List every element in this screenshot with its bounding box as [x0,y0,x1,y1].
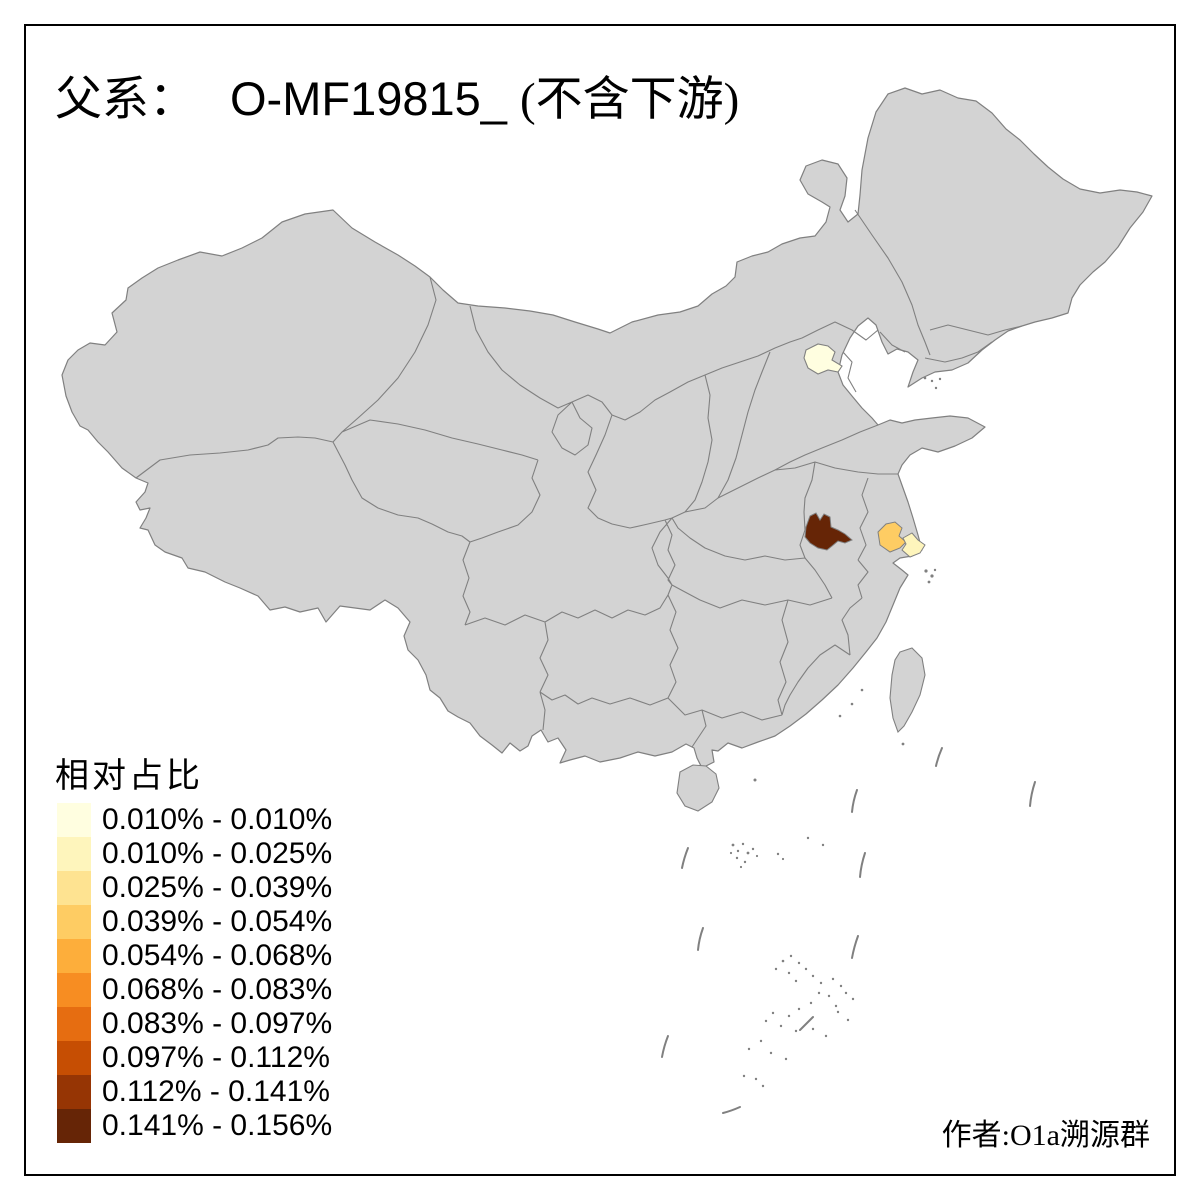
plot-frame [24,24,1176,1176]
legend-row: 0.141% - 0.156% [57,1109,332,1143]
legend-swatch [57,939,91,973]
dash-line-segments [661,747,1036,1114]
title-cjk-suffix: (不含下游) [519,74,740,126]
legend-row: 0.068% - 0.083% [57,973,332,1007]
small-islands [729,376,942,1088]
legend-row: 0.039% - 0.054% [57,905,332,939]
legend-row: 0.112% - 0.141% [57,1075,332,1109]
legend-label: 0.010% - 0.025% [102,837,333,870]
legend-label: 0.054% - 0.068% [102,939,333,972]
taiwan-island [889,647,926,734]
legend-swatch [57,905,91,939]
legend-swatch [57,803,91,837]
legend-row: 0.025% - 0.039% [57,871,332,905]
legend-swatch [57,1041,91,1075]
legend-swatch [57,1109,91,1143]
legend-label: 0.112% - 0.141% [102,1075,330,1108]
region-beijing [803,343,843,375]
legend-label: 0.010% - 0.010% [102,803,333,836]
legend-row: 0.010% - 0.025% [57,837,332,871]
legend-swatch [57,871,91,905]
province-borders [135,209,1023,748]
title-haplogroup-code: O-MF19815_ [230,72,507,125]
hainan-island [676,764,720,812]
legend-row: 0.054% - 0.068% [57,939,332,973]
legend-row: 0.010% - 0.010% [57,803,332,837]
legend-label: 0.068% - 0.083% [102,973,333,1006]
legend-label: 0.025% - 0.039% [102,871,333,904]
title-cjk-prefix: 父系： [55,74,196,126]
region-suzhou-area [877,521,907,553]
legend-label: 0.083% - 0.097% [102,1007,333,1040]
region-south-henan-prefecture [804,512,853,551]
legend-swatch [57,837,91,871]
region-shanghai-area [901,532,926,558]
legend-label: 0.039% - 0.054% [102,905,333,938]
legend: 0.010% - 0.010% 0.010% - 0.025% 0.025% -… [57,803,332,1143]
legend-row: 0.097% - 0.112% [57,1041,332,1075]
legend-label: 0.141% - 0.156% [102,1109,333,1142]
page-title: 父系： O-MF19815_ (不含下游) [55,60,739,129]
legend-label: 0.097% - 0.112% [102,1041,330,1074]
legend-swatch [57,1075,91,1109]
attribution: 作者:O1a溯源群 [941,1119,1150,1152]
legend-swatch [57,973,91,1007]
legend-title: 相对占比 [55,758,203,795]
legend-row: 0.083% - 0.097% [57,1007,332,1041]
legend-swatch [57,1007,91,1041]
